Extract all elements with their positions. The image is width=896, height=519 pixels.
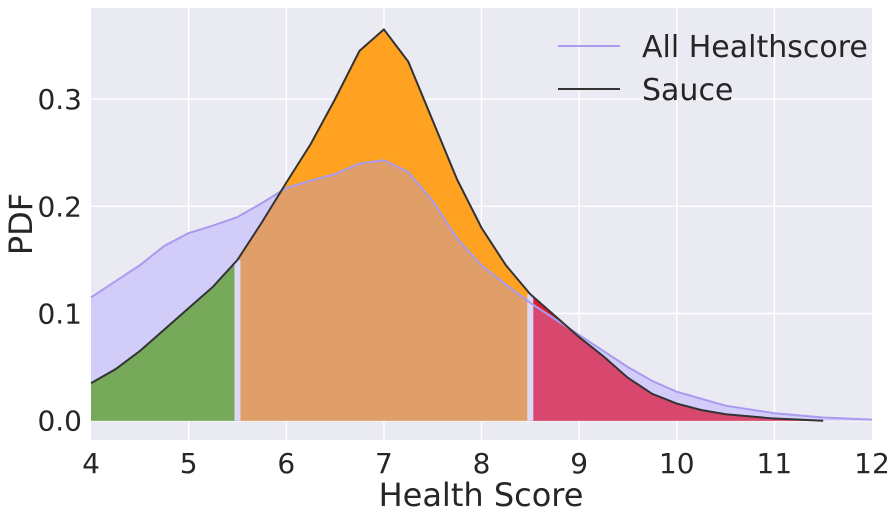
x-axis-label: Health Score bbox=[379, 476, 584, 514]
area-fills bbox=[91, 29, 872, 421]
legend: All Healthscore Sauce bbox=[558, 30, 868, 108]
x-tick-label: 12 bbox=[854, 447, 890, 480]
series-lines bbox=[90, 27, 873, 422]
legend-label-sauce: Sauce bbox=[642, 73, 733, 108]
sauce-region-overlap-0 bbox=[91, 259, 238, 421]
sauce-region-overlap-1 bbox=[237, 160, 531, 421]
sauce-line bbox=[90, 27, 824, 422]
y-tick-label: 0.1 bbox=[37, 298, 82, 331]
y-tick-labels: 0.0 0.1 0.2 0.3 bbox=[37, 83, 82, 438]
x-tick-label: 5 bbox=[180, 447, 198, 480]
sauce-region-overlap-2 bbox=[530, 294, 824, 421]
x-tick-label: 8 bbox=[473, 447, 491, 480]
x-tick-label: 7 bbox=[375, 447, 393, 480]
y-tick-label: 0.2 bbox=[37, 190, 82, 223]
y-axis-label: PDF bbox=[2, 193, 40, 255]
y-tick-label: 0.0 bbox=[37, 405, 82, 438]
x-tick-label: 6 bbox=[277, 447, 295, 480]
x-tick-label: 9 bbox=[570, 447, 588, 480]
x-tick-labels: 4 5 6 7 8 9 10 11 12 bbox=[82, 447, 890, 480]
y-tick-label: 0.3 bbox=[37, 83, 82, 116]
x-tick-label: 10 bbox=[659, 447, 695, 480]
all-healthscore-line bbox=[90, 159, 873, 421]
x-tick-label: 11 bbox=[757, 447, 793, 480]
x-tick-label: 4 bbox=[82, 447, 100, 480]
legend-label-all-healthscore: All Healthscore bbox=[642, 30, 868, 65]
